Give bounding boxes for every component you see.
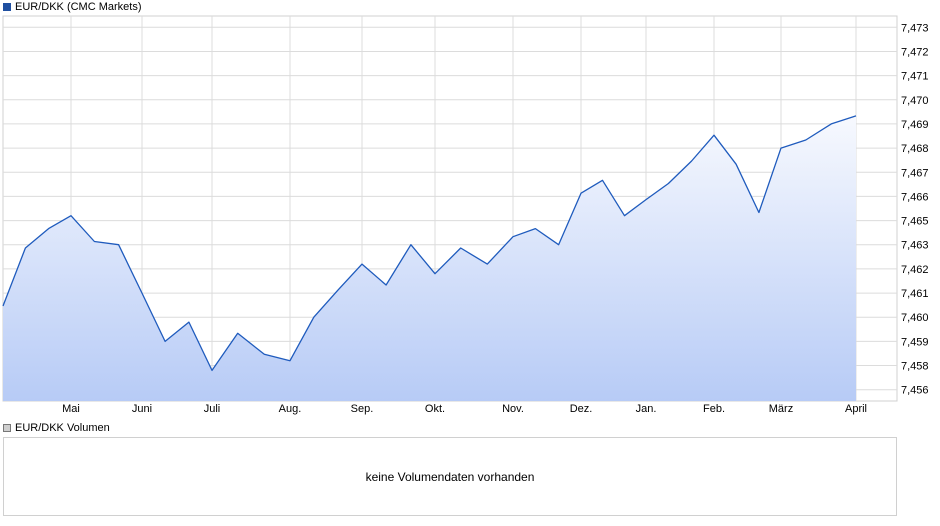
y-tick-label: 7,468 [901, 143, 929, 155]
x-tick-label: Aug. [279, 403, 302, 415]
y-tick-label: 7,465 [901, 216, 929, 228]
price-chart: Mai Juni Juli Aug. Sep. Okt. Nov. Dez. Jan. Feb. M… [2, 15, 929, 415]
x-tick-label: Feb. [703, 403, 725, 415]
x-tick-label: Okt. [425, 403, 445, 415]
x-tick-label: Sep. [351, 403, 374, 415]
price-legend-swatch [3, 3, 11, 11]
y-tick-label: 7,470 [901, 95, 929, 107]
y-axis: 7,456 7,458 7,459 7,460 7,461 7,462 7,463 7,465… [901, 22, 929, 396]
y-tick-label: 7,461 [901, 288, 929, 300]
y-tick-label: 7,462 [901, 264, 929, 276]
x-tick-label: Dez. [570, 403, 593, 415]
y-tick-label: 7,471 [901, 71, 929, 83]
x-axis: Mai Juni Juli Aug. Sep. Okt. Nov. Dez. Jan. Feb. M… [62, 403, 867, 415]
y-tick-label: 7,467 [901, 167, 929, 179]
y-tick-label: 7,460 [901, 312, 929, 324]
x-tick-label: März [769, 403, 793, 415]
x-tick-label: April [845, 403, 867, 415]
no-volume-message: keine Volumendaten vorhanden [365, 469, 535, 484]
y-tick-label: 7,469 [901, 119, 929, 131]
price-area-layer [3, 115, 856, 402]
price-line-layer [2, 115, 857, 372]
x-tick-label: Juni [132, 403, 152, 415]
volume-legend-label: EUR/DKK Volumen [15, 422, 110, 434]
price-legend-label: EUR/DKK (CMC Markets) [15, 1, 142, 13]
volume-panel: keine Volumendaten vorhanden [3, 437, 897, 516]
price-line [2, 115, 857, 372]
y-tick-label: 7,466 [901, 191, 929, 203]
price-legend: EUR/DKK (CMC Markets) [3, 0, 142, 14]
x-tick-label: Jan. [636, 403, 657, 415]
y-tick-label: 7,458 [901, 361, 929, 373]
y-tick-label: 7,459 [901, 336, 929, 348]
y-tick-label: 7,473 [901, 22, 929, 34]
x-tick-label: Mai [62, 403, 80, 415]
volume-legend-swatch [3, 424, 11, 432]
x-tick-label: Nov. [502, 403, 524, 415]
y-tick-label: 7,472 [901, 46, 929, 58]
y-tick-label: 7,456 [901, 385, 929, 397]
x-tick-label: Juli [204, 403, 221, 415]
volume-legend: EUR/DKK Volumen [3, 421, 110, 435]
price-area [3, 115, 856, 402]
y-tick-label: 7,463 [901, 240, 929, 252]
